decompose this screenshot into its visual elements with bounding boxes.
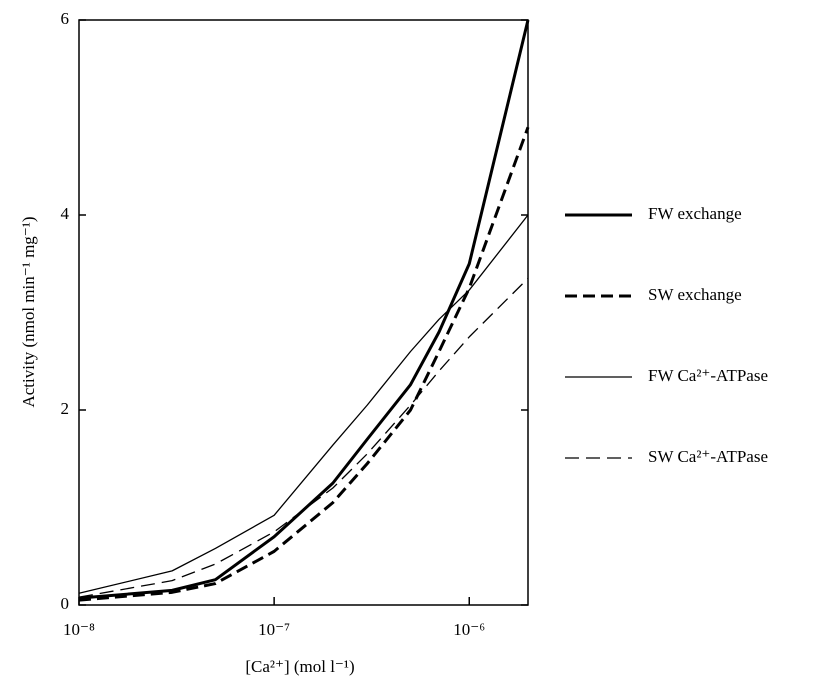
data-line <box>78 126 530 602</box>
legend-label: SW exchange <box>648 285 742 304</box>
y-axis-label: Activity (nmol min⁻¹ mg⁻¹) <box>19 216 38 407</box>
data-line <box>78 214 529 594</box>
data-line <box>78 19 530 600</box>
x-tick-label: 10⁻⁸ <box>63 620 95 639</box>
x-tick-label: 10⁻⁶ <box>453 620 485 639</box>
legend-label: FW Ca²⁺-ATPase <box>648 366 768 385</box>
legend-label: SW Ca²⁺-ATPase <box>648 447 768 466</box>
legend-label: FW exchange <box>648 204 742 223</box>
x-tick-label: 10⁻⁷ <box>258 620 290 639</box>
x-axis-label: [Ca²⁺] (mol l⁻¹) <box>245 657 354 676</box>
y-tick-label: 4 <box>61 204 70 223</box>
y-tick-label: 6 <box>61 9 70 28</box>
plot-frame <box>78 19 529 606</box>
y-tick-label: 2 <box>61 399 70 418</box>
y-tick-label: 0 <box>61 594 70 613</box>
data-line <box>78 277 529 598</box>
